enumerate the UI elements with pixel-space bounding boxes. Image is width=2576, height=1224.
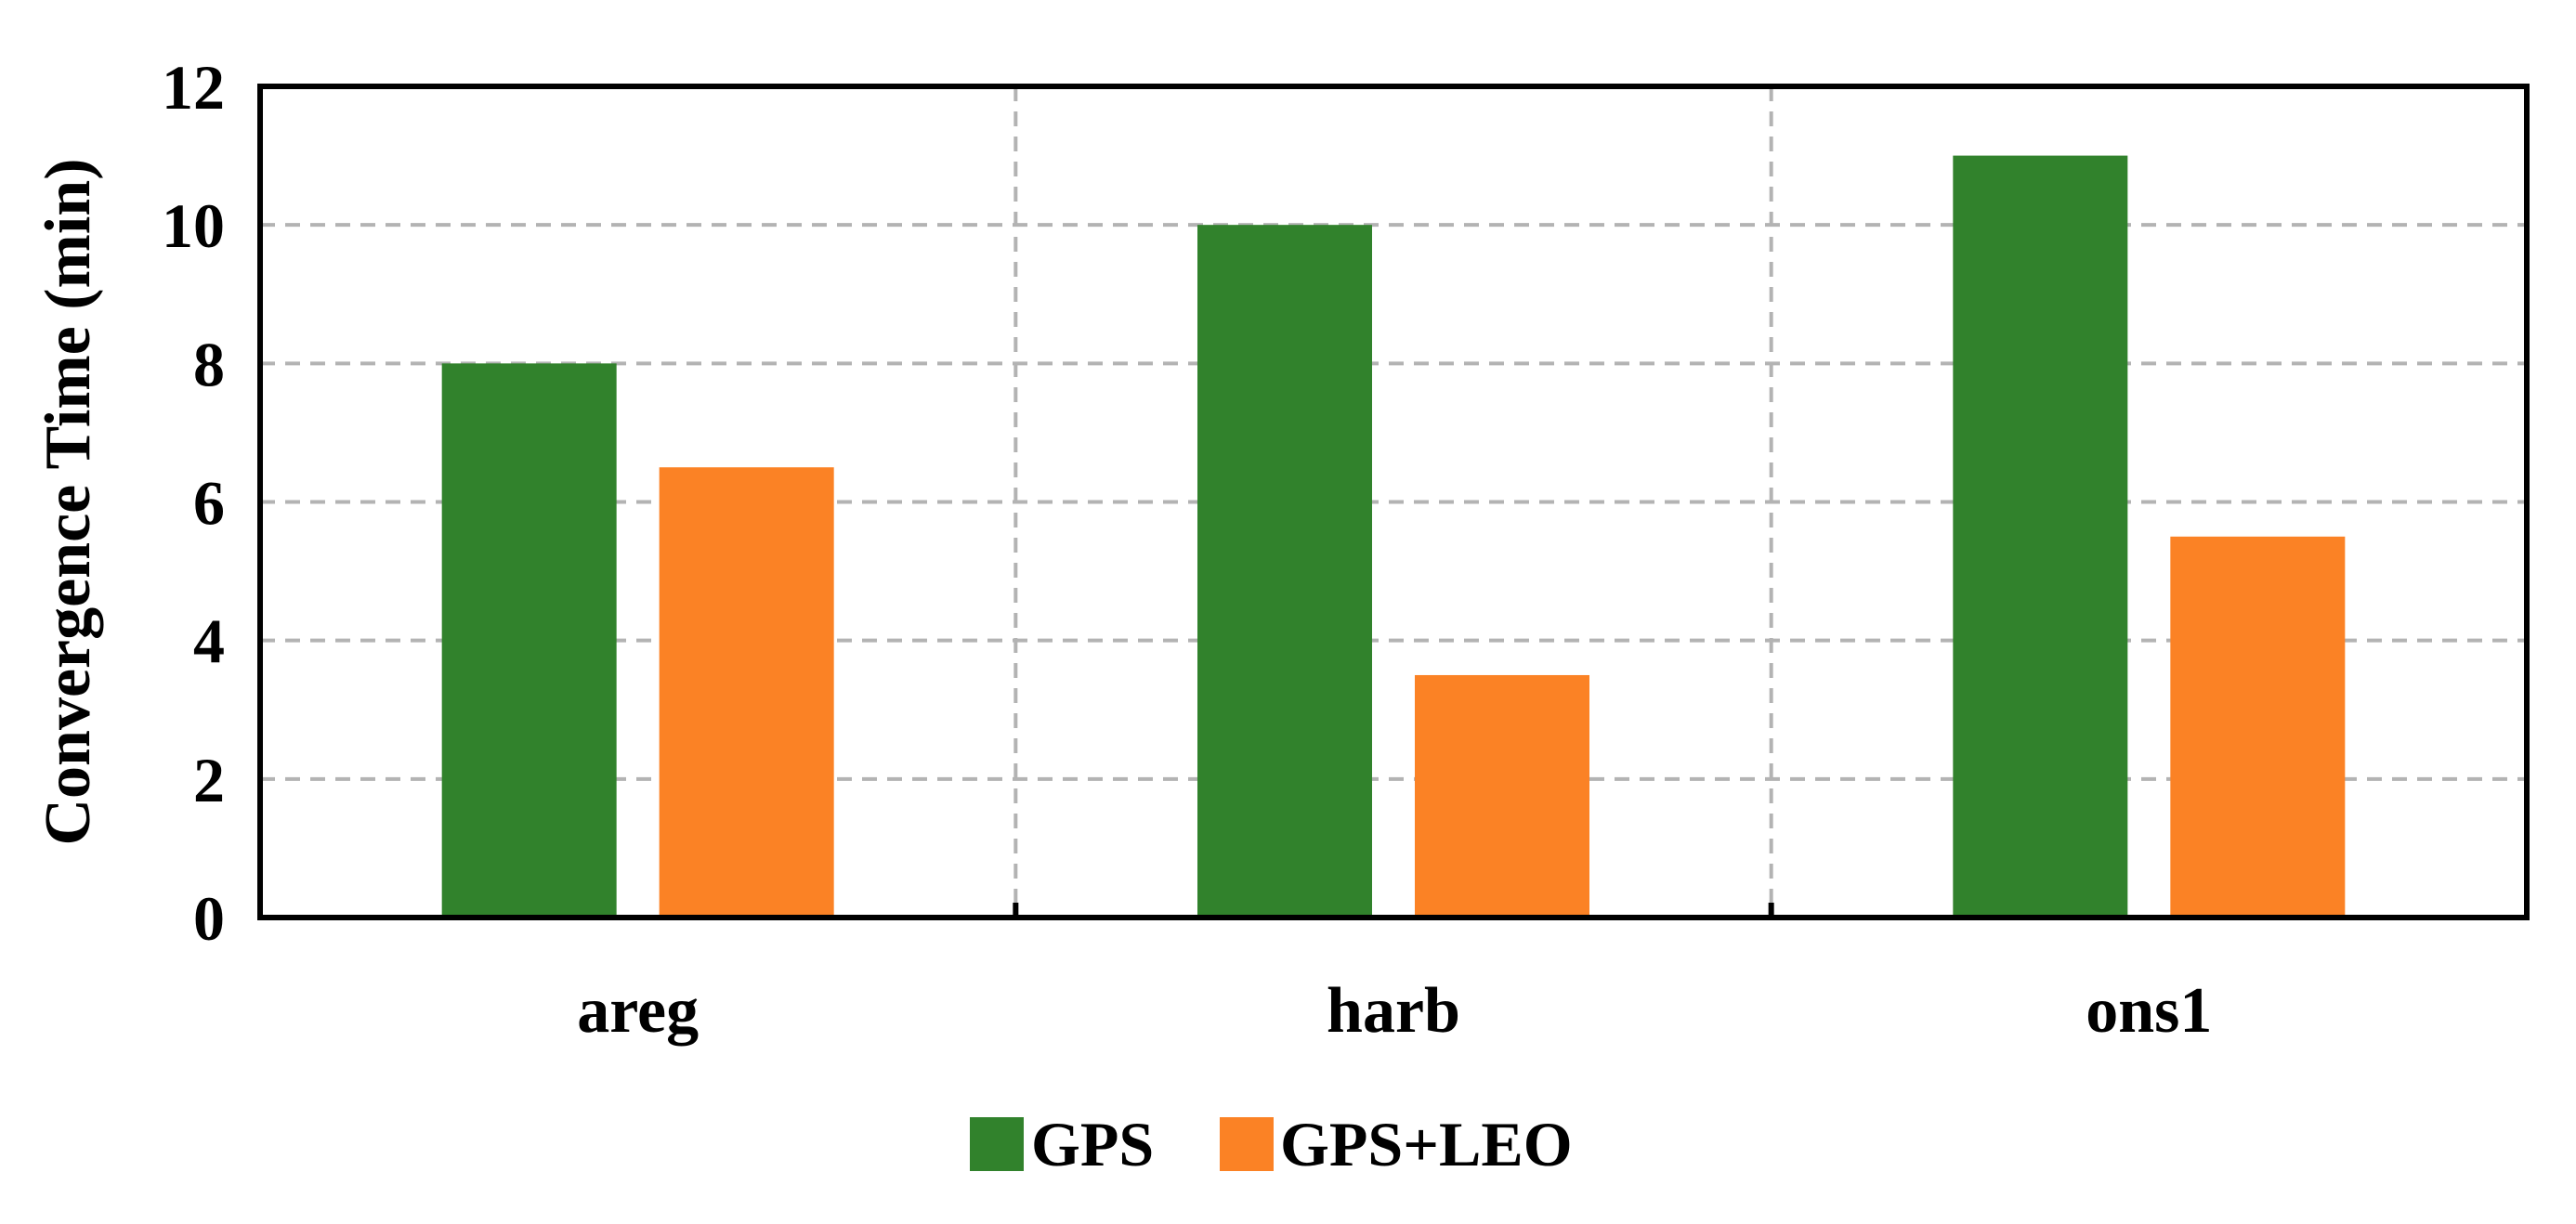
x-axis-categories: areg harb ons1: [577, 975, 2212, 1047]
bars: [441, 155, 2346, 918]
y-tick-label: 4: [193, 606, 225, 677]
bar-gps-harb: [1197, 225, 1372, 918]
legend-label: GPS: [1031, 1109, 1154, 1179]
legend: GPS GPS+LEO: [970, 1109, 1573, 1179]
bar-gps-ons1: [1953, 155, 2128, 918]
legend-label: GPS+LEO: [1280, 1109, 1573, 1179]
y-tick-label: 0: [193, 883, 225, 954]
x-category-label: harb: [1327, 975, 1460, 1047]
bar-gps-leo-harb: [1415, 674, 1589, 918]
y-tick-label: 6: [193, 468, 225, 539]
legend-swatch-gps: [970, 1117, 1024, 1171]
legend-swatch-gps-leo: [1220, 1117, 1274, 1171]
plot-frame: [257, 84, 2530, 920]
x-category-label: areg: [577, 975, 699, 1047]
bar-gps-leo-ons1: [2170, 536, 2346, 918]
y-axis-title: Convergence Time (min): [33, 158, 104, 845]
x-category-label: ons1: [2086, 975, 2212, 1047]
gridlines: [260, 86, 2527, 918]
y-tick-label: 8: [193, 329, 225, 399]
y-tick-label: 10: [162, 190, 225, 261]
bar-gps-leo-areg: [659, 467, 834, 918]
y-tick-label: 2: [193, 745, 225, 815]
bar-gps-areg: [441, 363, 617, 918]
y-axis-ticks: 0 2 4 6 8 10 12: [162, 52, 225, 954]
y-tick-label: 12: [162, 52, 225, 123]
